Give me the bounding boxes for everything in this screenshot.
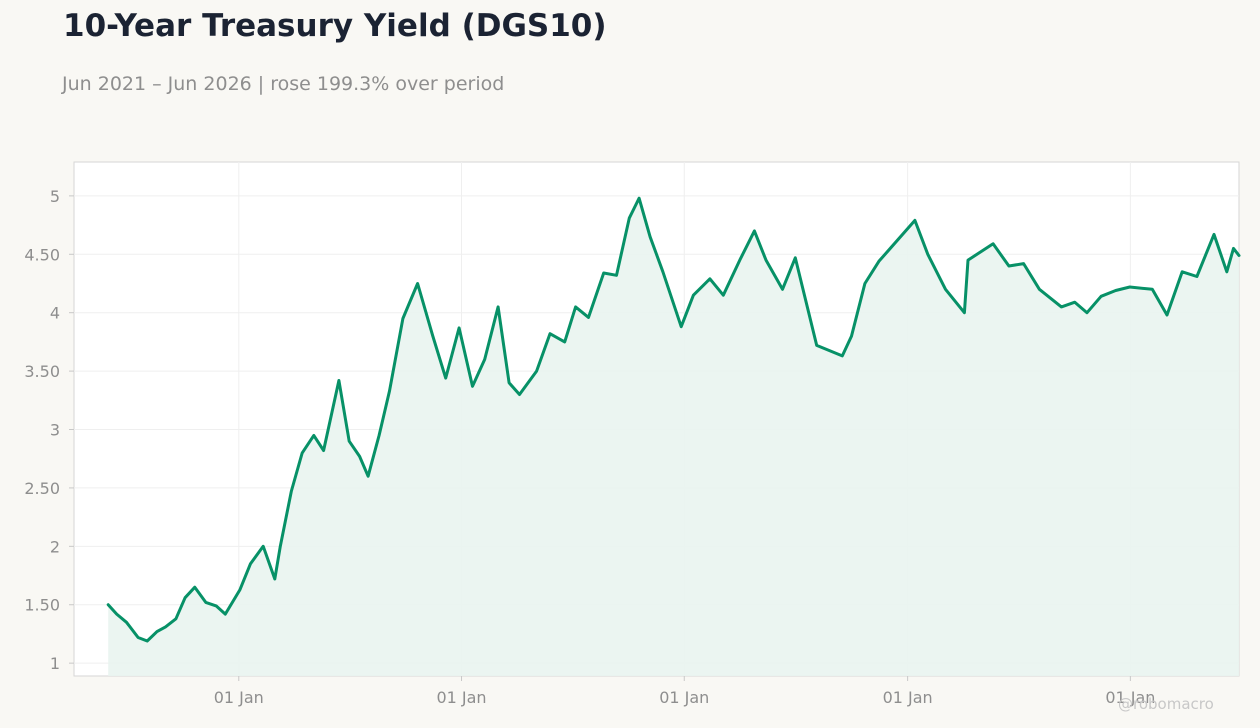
y-tick-label: 1.50 <box>24 596 60 615</box>
watermark: @robomacro <box>1118 695 1214 713</box>
x-tick-label: 01 Jan <box>214 688 264 707</box>
y-tick-label: 2 <box>50 537 60 556</box>
chart-subtitle: Jun 2021 – Jun 2026 | rose 199.3% over p… <box>62 73 505 95</box>
x-tick-label: 01 Jan <box>659 688 709 707</box>
series-line <box>106 196 1241 643</box>
y-tick-label: 1 <box>50 654 60 673</box>
x-tick-label: 01 Jan <box>883 688 933 707</box>
y-tick-label: 5 <box>50 187 60 206</box>
x-tick-label: 01 Jan <box>436 688 486 707</box>
x-tick-label: 01 Jan <box>1105 688 1155 707</box>
chart-title: 10-Year Treasury Yield (DGS10) <box>63 8 607 44</box>
y-tick-label: 2.50 <box>24 479 60 498</box>
series-area-fill <box>108 198 1240 676</box>
x-axis-ticks: 01 Jan 01 Jan 01 Jan 01 Jan 01 Jan <box>214 676 1155 707</box>
y-tick-label: 4.50 <box>24 245 60 264</box>
y-tick-label: 4 <box>50 304 60 323</box>
y-tick-label: 3 <box>50 421 60 440</box>
y-tick-label: 3.50 <box>24 362 60 381</box>
y-axis-ticks: 1 1.50 2 2.50 3 3.50 4 4.50 5 <box>24 187 74 673</box>
